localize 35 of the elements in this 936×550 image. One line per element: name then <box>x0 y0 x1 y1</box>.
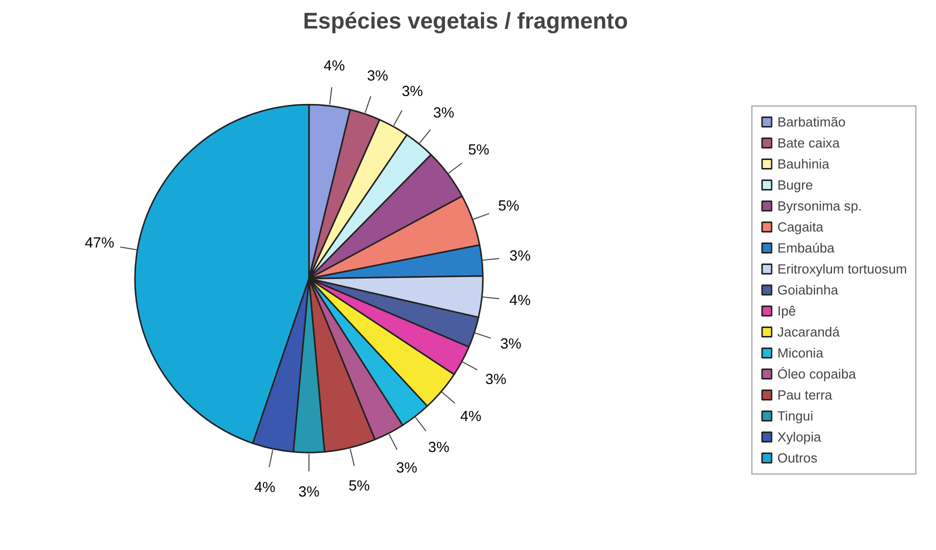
data-label: 4% <box>509 292 531 309</box>
data-label: 5% <box>498 198 520 214</box>
legend-label: Byrsonima sp. <box>777 198 862 213</box>
legend-label: Xylopia <box>777 429 822 444</box>
legend-label: Eritroxylum tortuosum <box>777 261 907 276</box>
legend-label: Tingui <box>777 408 814 423</box>
legend-label: Outros <box>777 450 818 465</box>
data-label: 4% <box>324 58 345 74</box>
legend-label: Embaúba <box>777 240 834 255</box>
data-label: 3% <box>396 460 418 476</box>
legend-label: Bauhinia <box>777 156 830 171</box>
legend-label: Bugre <box>777 177 813 192</box>
legend-label: Miconia <box>777 345 824 360</box>
data-label: 3% <box>485 372 506 388</box>
data-label: 5% <box>348 478 370 494</box>
legend-label: Barbatimão <box>777 114 846 129</box>
legend-label: Pau terra <box>777 387 832 402</box>
legend-label: Cagaita <box>777 219 824 234</box>
data-label: 3% <box>366 68 388 84</box>
data-label: 4% <box>254 480 276 496</box>
data-label: 4% <box>460 408 482 425</box>
legend-label: Goiabinha <box>777 282 838 297</box>
data-label: 3% <box>402 84 423 100</box>
legend-label: Jacarandá <box>777 324 840 339</box>
data-label: 47% <box>84 236 114 252</box>
legend-label: Ipê <box>777 303 797 318</box>
data-label: 3% <box>428 440 450 456</box>
legend-label: Bate caixa <box>777 135 840 150</box>
data-label: 3% <box>509 248 531 264</box>
data-label: 5% <box>468 142 490 158</box>
data-label: 3% <box>298 484 320 500</box>
data-label: 3% <box>500 336 522 353</box>
chart-title: Espécies vegetais / fragmento <box>303 8 628 34</box>
legend-label: Óleo copaiba <box>777 366 856 381</box>
data-label: 3% <box>433 105 454 122</box>
